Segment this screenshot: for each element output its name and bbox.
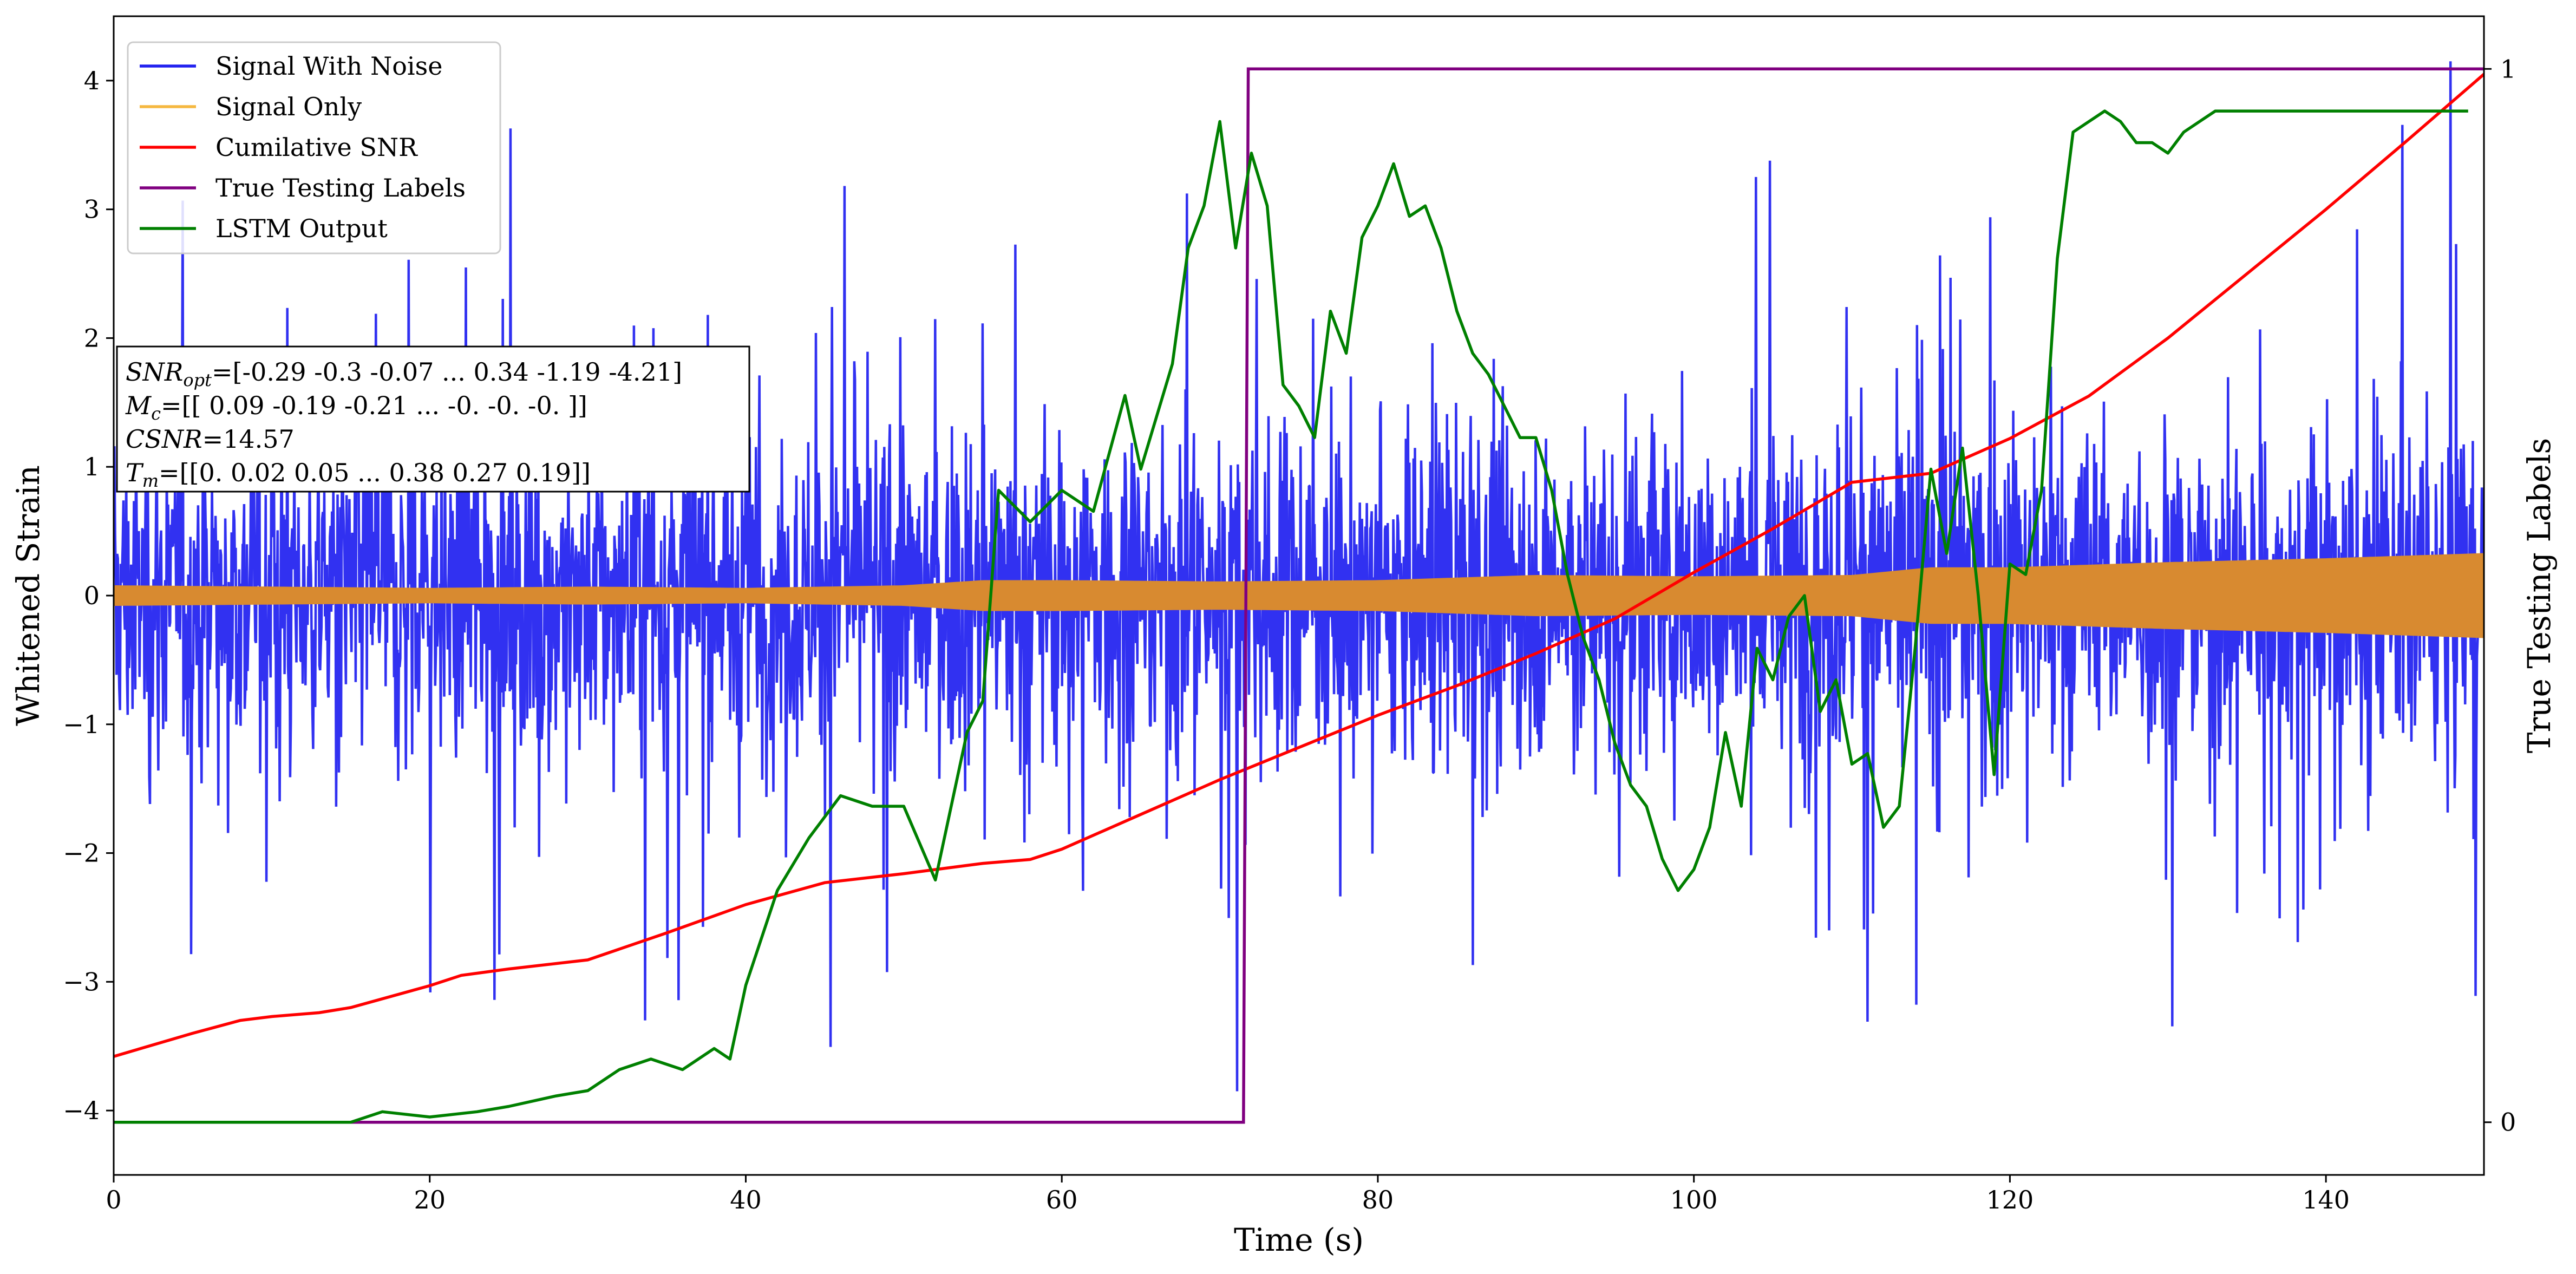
- x-tick-label: 40: [730, 1185, 762, 1214]
- annotation-subscript: opt: [183, 370, 212, 390]
- annotation-label: CSNR: [126, 424, 202, 454]
- annotation-line: Mc=[[ 0.09 -0.19 -0.21 ... -0. -0. -0. ]…: [125, 391, 587, 424]
- x-tick-label: 140: [2302, 1185, 2350, 1214]
- annotation-label: M: [125, 391, 152, 420]
- legend-frame: [127, 41, 501, 254]
- legend-label: Signal With Noise: [215, 51, 442, 81]
- annotation-line: SNRopt=[-0.29 -0.3 -0.07 ... 0.34 -1.19 …: [126, 357, 682, 390]
- annotation-value: =[-0.29 -0.3 -0.07 ... 0.34 -1.19 -4.21]: [212, 357, 682, 387]
- plot-content: [114, 61, 2484, 1124]
- y2-tick-label: 0: [2500, 1108, 2516, 1137]
- y-tick-label: −3: [63, 967, 100, 996]
- legend-label: True Testing Labels: [215, 173, 466, 202]
- y-tick-label: −2: [63, 839, 100, 868]
- y-axis-title: Whitened Strain: [10, 465, 47, 726]
- y-tick-label: −1: [63, 710, 100, 739]
- annotation-subscript: c: [151, 403, 161, 424]
- annotation-label: T: [126, 458, 144, 487]
- x-tick-label: 0: [106, 1185, 121, 1214]
- annotation-label: SNR: [126, 357, 183, 387]
- signal-only-band: [114, 553, 2484, 638]
- x-tick-label: 60: [1046, 1185, 1078, 1214]
- x-tick-label: 80: [1362, 1185, 1394, 1214]
- y-tick-label: 1: [84, 452, 100, 481]
- legend: Signal With Noise Signal Only Cumilative S…: [127, 41, 501, 254]
- annotation-line: Tm=[[0. 0.02 0.05 ... 0.38 0.27 0.19]]: [126, 458, 591, 491]
- annotation-line: CSNR=14.57: [126, 424, 295, 454]
- annotation-value: =[[ 0.09 -0.19 -0.21 ... -0. -0. -0. ]]: [161, 391, 587, 420]
- annotation-frame: [116, 345, 750, 493]
- x-axis-title: Time (s): [1234, 1221, 1364, 1258]
- legend-label: Cumilative SNR: [215, 133, 418, 162]
- y-tick-label: 3: [84, 195, 100, 224]
- y-tick-label: 0: [84, 581, 100, 610]
- cumulative-snr-line: [114, 73, 2484, 1058]
- annotation-box: SNRopt=[-0.29 -0.3 -0.07 ... 0.34 -1.19 …: [116, 345, 750, 493]
- x-tick-label: 120: [1986, 1185, 2034, 1214]
- y2-tick-label: 1: [2500, 54, 2516, 83]
- y-tick-label: 4: [84, 66, 100, 95]
- legend-label: LSTM Output: [215, 214, 388, 243]
- x-tick-label: 100: [1670, 1185, 1718, 1214]
- annotation-value: =14.57: [202, 424, 295, 454]
- y-tick-label: 2: [84, 323, 100, 352]
- lstm-output-line: [114, 109, 2468, 1124]
- annotation-value: =[[0. 0.02 0.05 ... 0.38 0.27 0.19]]: [159, 458, 591, 487]
- annotation-subscript: m: [142, 471, 159, 491]
- legend-label: Signal Only: [215, 92, 362, 121]
- x-tick-label: 20: [414, 1185, 446, 1214]
- y-tick-label: −4: [63, 1096, 100, 1125]
- true-testing-labels-line: [114, 67, 2484, 1124]
- y2-axis-title: True Testing Labels: [2521, 438, 2558, 753]
